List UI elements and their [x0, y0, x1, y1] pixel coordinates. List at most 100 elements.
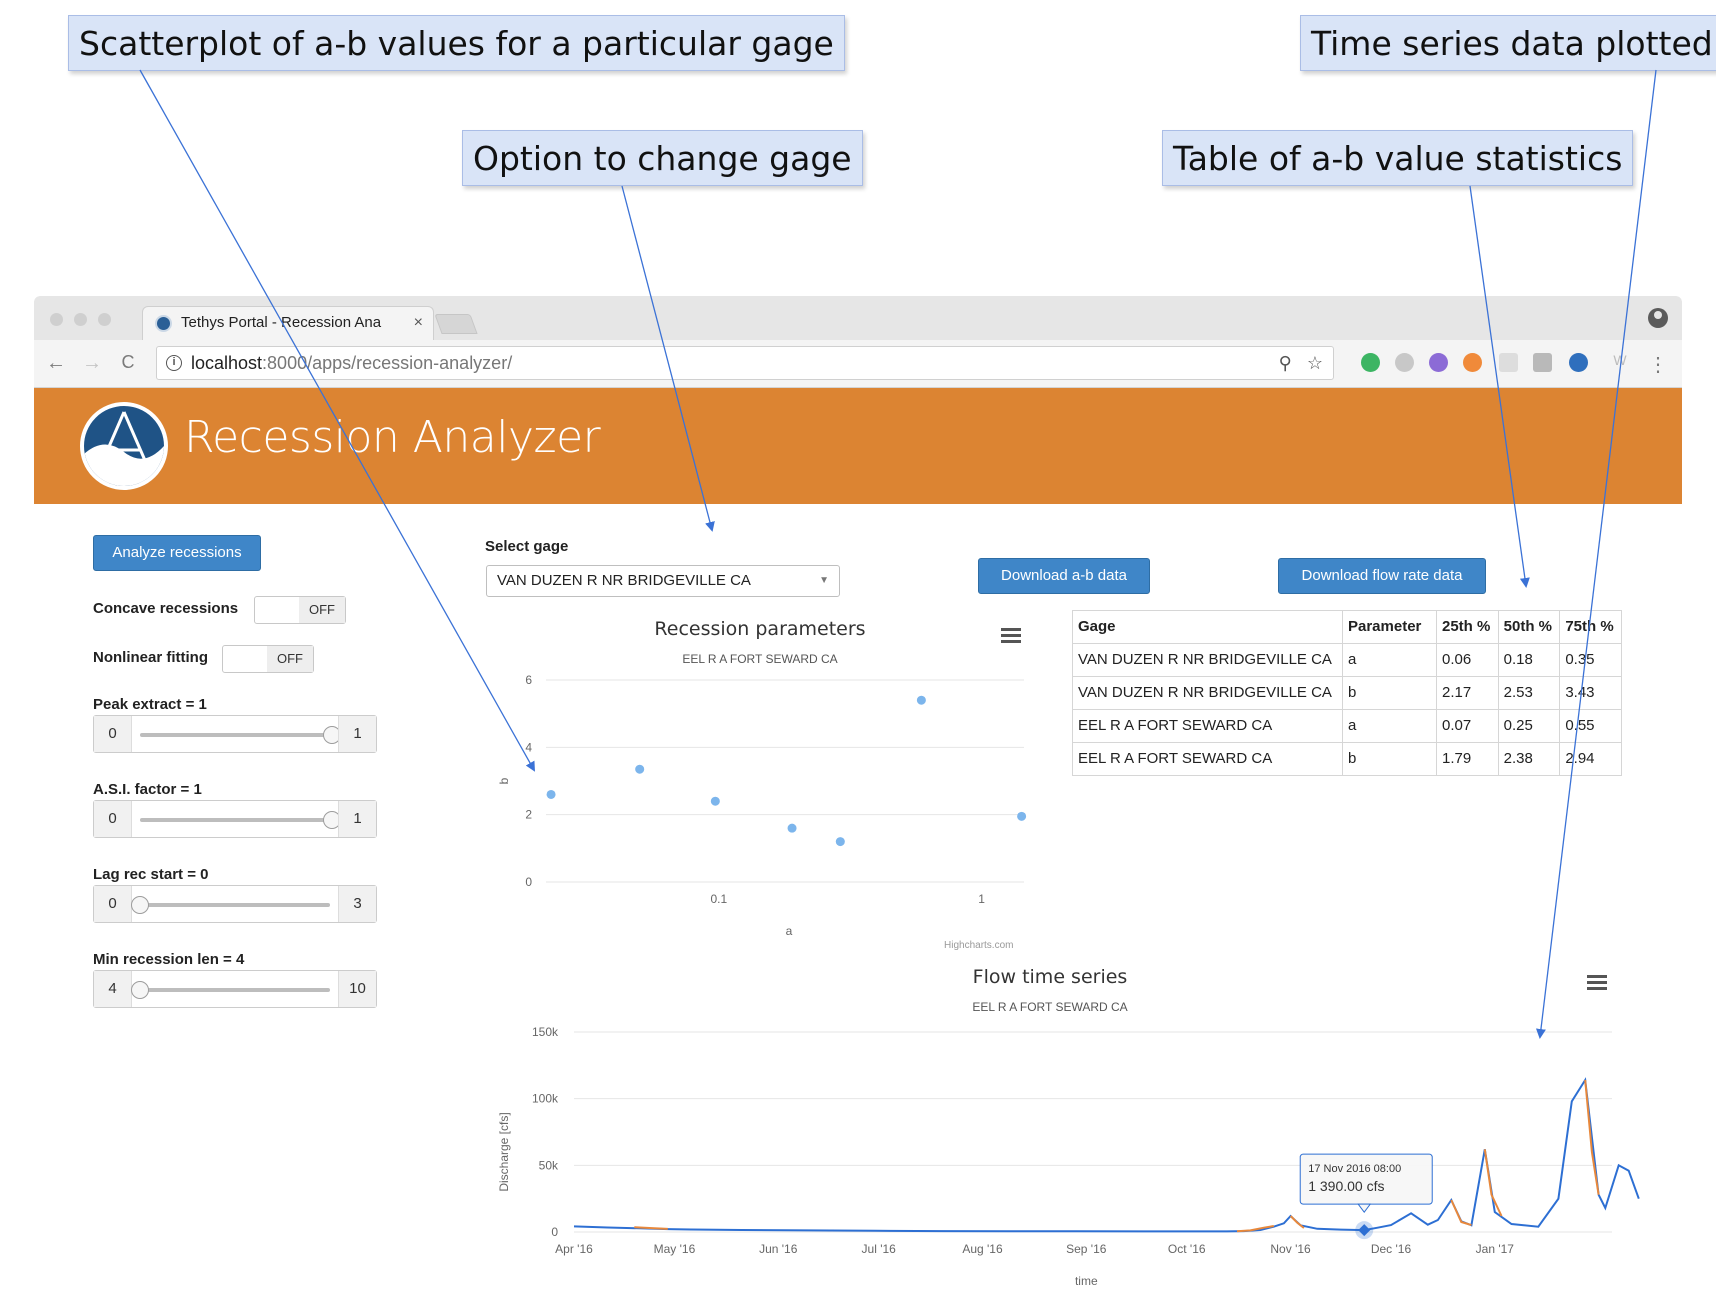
table-cell: 2.17	[1436, 676, 1499, 710]
extension-icon[interactable]	[1463, 353, 1482, 372]
table-cell: 3.43	[1559, 676, 1622, 710]
url-host: localhost	[191, 353, 263, 373]
column-header: 75th %	[1559, 610, 1622, 644]
slider-track[interactable]	[140, 733, 330, 737]
profile-icon[interactable]	[1648, 308, 1668, 328]
zoom-icon[interactable]: ⚲	[1278, 353, 1292, 373]
extension-icon[interactable]	[1569, 353, 1588, 372]
asi-factor-slider[interactable]: 0 1	[93, 800, 377, 838]
extension-icon[interactable]	[1361, 353, 1380, 372]
nonlinear-fitting-toggle[interactable]: OFF	[222, 645, 314, 673]
min-recession-len-slider[interactable]: 4 10	[93, 970, 377, 1008]
gage-select[interactable]: VAN DUZEN R NR BRIDGEVILLE CA ▼	[486, 565, 840, 597]
browser-toolbar: ← → C i localhost:8000/apps/recession-an…	[34, 340, 1682, 388]
slider-max: 1	[338, 716, 376, 752]
window-close-dot[interactable]	[50, 313, 63, 326]
table-cell: b	[1342, 742, 1437, 776]
column-header: Gage	[1072, 610, 1343, 644]
peak-extract-slider[interactable]: 0 1	[93, 715, 377, 753]
table-cell: 2.38	[1497, 742, 1561, 776]
table-cell: VAN DUZEN R NR BRIDGEVILLE CA	[1072, 676, 1343, 710]
table-row: EEL R A FORT SEWARD CA a 0.07 0.25 0.55	[1072, 709, 1622, 743]
extension-icon[interactable]	[1395, 353, 1414, 372]
table-cell: 0.55	[1559, 709, 1622, 743]
table-cell: a	[1342, 643, 1437, 677]
table-cell: 1.79	[1436, 742, 1499, 776]
tethys-favicon-icon	[155, 315, 172, 332]
new-tab-button[interactable]	[434, 314, 478, 334]
back-icon[interactable]: ←	[46, 352, 66, 374]
site-info-icon[interactable]: i	[166, 355, 182, 371]
gage-select-value: VAN DUZEN R NR BRIDGEVILLE CA	[497, 572, 751, 589]
table-cell: 0.18	[1497, 643, 1561, 677]
column-header: Parameter	[1342, 610, 1437, 644]
column-header: 25th %	[1436, 610, 1499, 644]
app-logo-icon[interactable]	[80, 402, 168, 490]
highcharts-credits[interactable]: Highcharts.com	[944, 940, 1014, 951]
browser-tab-bar: Tethys Portal - Recession Ana ×	[34, 296, 1682, 340]
lag-rec-start-label: Lag rec start = 0	[93, 866, 209, 883]
extension-icon[interactable]	[1429, 353, 1448, 372]
select-gage-label: Select gage	[485, 538, 569, 555]
slider-min: 0	[94, 716, 132, 752]
nonlinear-fitting-label: Nonlinear fitting	[93, 649, 208, 666]
extension-icon[interactable]	[1499, 353, 1518, 372]
concave-recessions-toggle[interactable]: OFF	[254, 596, 346, 624]
browser-tab[interactable]: Tethys Portal - Recession Ana ×	[142, 306, 434, 340]
ext-w-icon[interactable]: W	[1613, 352, 1627, 368]
window-zoom-dot[interactable]	[98, 313, 111, 326]
table-row: VAN DUZEN R NR BRIDGEVILLE CA b 2.17 2.5…	[1072, 676, 1622, 710]
table-cell: a	[1342, 709, 1437, 743]
download-flow-button[interactable]: Download flow rate data	[1278, 558, 1486, 594]
table-row: VAN DUZEN R NR BRIDGEVILLE CA a 0.06 0.1…	[1072, 643, 1622, 677]
address-bar[interactable]: i localhost:8000/apps/recession-analyzer…	[156, 346, 1334, 380]
table-header-row: Gage Parameter 25th % 50th % 75th %	[1072, 610, 1622, 644]
peak-extract-label: Peak extract = 1	[93, 696, 207, 713]
callout-time-series: Time series data plotted	[1300, 15, 1716, 71]
window-minimize-dot[interactable]	[74, 313, 87, 326]
callout-change-gage: Option to change gage	[462, 130, 863, 186]
table-cell: EEL R A FORT SEWARD CA	[1072, 742, 1343, 776]
slider-max: 1	[338, 801, 376, 837]
lag-rec-start-slider[interactable]: 0 3	[93, 885, 377, 923]
callout-stats-table: Table of a-b value statistics	[1162, 130, 1634, 186]
slider-max: 3	[338, 886, 376, 922]
reload-icon[interactable]: C	[121, 352, 135, 372]
forward-icon[interactable]: →	[82, 352, 102, 374]
slider-track[interactable]	[140, 818, 330, 822]
browser-window: Tethys Portal - Recession Ana × ← → C i …	[34, 296, 1682, 1294]
table-cell: 0.06	[1436, 643, 1499, 677]
table-cell: b	[1342, 676, 1437, 710]
table-cell: 2.53	[1497, 676, 1561, 710]
column-header: 50th %	[1497, 610, 1561, 644]
bookmark-star-icon[interactable]: ☆	[1306, 353, 1323, 373]
tab-close-icon[interactable]: ×	[413, 314, 423, 331]
scatter-chart-title: Recession parameters	[654, 618, 866, 640]
slider-handle[interactable]	[131, 981, 149, 999]
table-row: EEL R A FORT SEWARD CA b 1.79 2.38 2.94	[1072, 742, 1622, 776]
table-cell: 0.35	[1559, 643, 1622, 677]
table-cell: VAN DUZEN R NR BRIDGEVILLE CA	[1072, 643, 1343, 677]
omnibox-actions: ⚲ ☆	[1279, 347, 1323, 379]
download-ab-button[interactable]: Download a-b data	[978, 558, 1150, 594]
nonlinear-toggle-state: OFF	[267, 646, 313, 672]
browser-menu-icon[interactable]: ⋮	[1648, 354, 1668, 376]
slider-max: 10	[338, 971, 376, 1007]
scatter-chart-subtitle: EEL R A FORT SEWARD CA	[682, 652, 838, 666]
slider-min: 4	[94, 971, 132, 1007]
scatter-menu-icon[interactable]	[1001, 628, 1021, 643]
tab-title: Tethys Portal - Recession Ana	[181, 314, 382, 331]
chevron-down-icon: ▼	[819, 575, 829, 586]
table-cell: 0.07	[1436, 709, 1499, 743]
slider-track[interactable]	[140, 988, 330, 992]
slider-handle[interactable]	[131, 896, 149, 914]
flow-menu-icon[interactable]	[1587, 975, 1607, 990]
slider-track[interactable]	[140, 903, 330, 907]
concave-toggle-state: OFF	[299, 597, 345, 623]
table-cell: EEL R A FORT SEWARD CA	[1072, 709, 1343, 743]
extension-icon[interactable]	[1533, 353, 1552, 372]
flow-chart-title: Flow time series	[972, 966, 1128, 988]
analyze-recessions-button[interactable]: Analyze recessions	[93, 535, 261, 571]
slider-min: 0	[94, 801, 132, 837]
url-path: :8000/apps/recession-analyzer/	[262, 353, 513, 373]
